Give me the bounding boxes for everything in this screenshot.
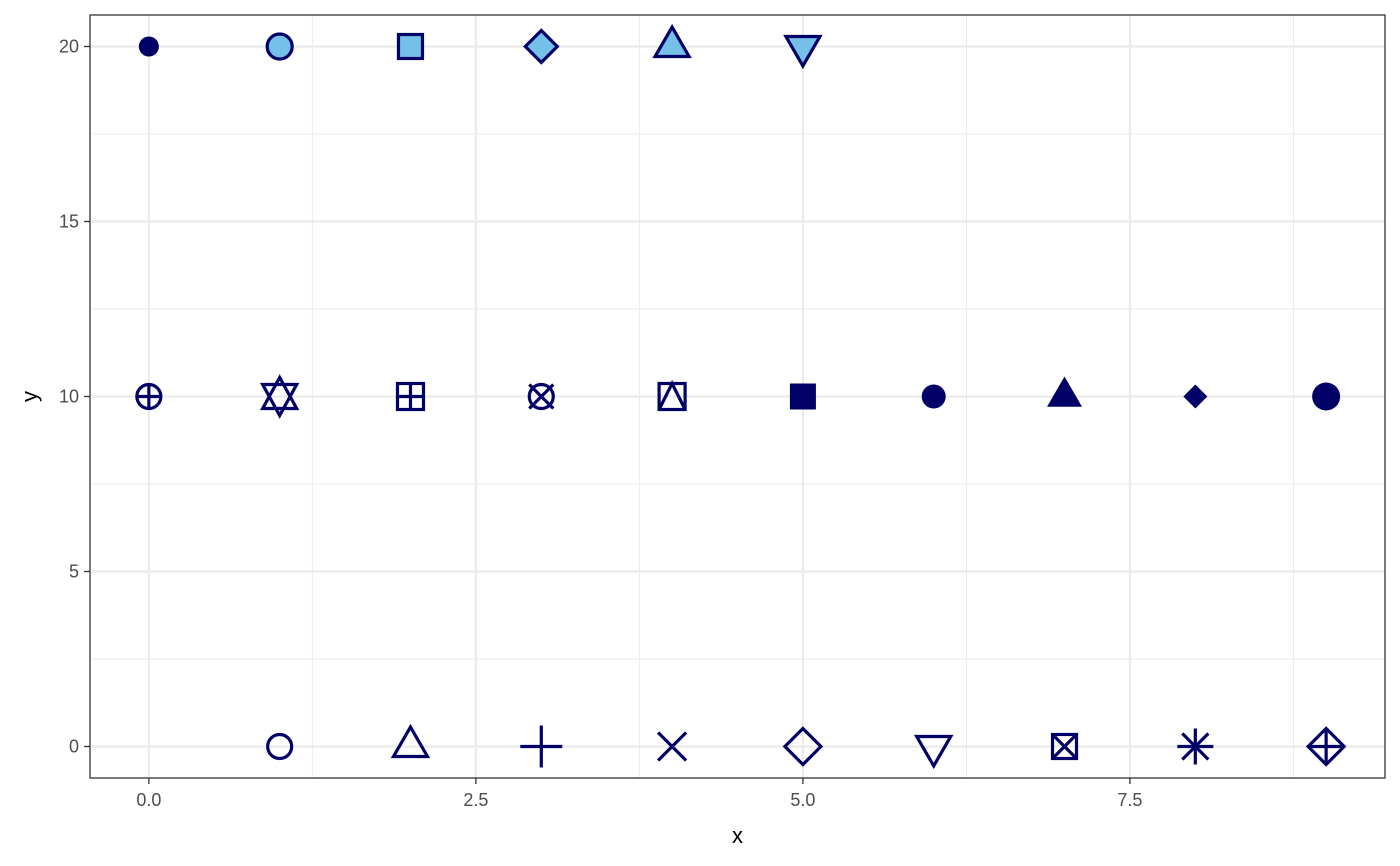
- data-point-shape-1: [266, 732, 294, 761]
- data-point-shape-10: [135, 382, 163, 411]
- minor-gridlines: [90, 15, 1385, 778]
- data-point-shape-17: [1047, 376, 1083, 407]
- data-point-shape-3: [520, 725, 563, 768]
- data-point-shape-7: [1050, 732, 1079, 761]
- x-tick-label: 0.0: [136, 790, 161, 810]
- data-point-shape-20: [138, 36, 159, 57]
- data-point-shape-24: [652, 23, 692, 59]
- y-tick-label: 0: [69, 737, 79, 757]
- data-point-shape-22: [396, 32, 425, 61]
- data-point-shape-18: [1183, 384, 1208, 409]
- y-tick-label: 5: [69, 562, 79, 582]
- data-point-shape-14: [657, 379, 687, 412]
- y-axis-title: y: [17, 391, 42, 402]
- data-point-shape-13: [527, 382, 555, 411]
- data-point-shape-6: [913, 734, 954, 770]
- data-point-shape-2: [390, 723, 431, 759]
- y-tick-label: 15: [59, 212, 79, 232]
- x-tick-label: 2.5: [463, 790, 488, 810]
- x-tick-label: 7.5: [1117, 790, 1142, 810]
- data-points: [135, 23, 1347, 770]
- x-axis: 0.0 2.5 5.0 7.5: [136, 778, 1142, 810]
- major-gridlines: [90, 15, 1385, 778]
- data-point-shape-21: [265, 32, 294, 61]
- data-point-shape-25: [783, 34, 823, 70]
- x-tick-label: 5.0: [790, 790, 815, 810]
- y-axis: 0 5 10 15 20: [59, 37, 90, 757]
- x-axis-title: x: [732, 823, 743, 848]
- data-point-shape-19: [1312, 382, 1341, 411]
- data-point-shape-11: [259, 374, 300, 419]
- data-point-shape-15: [789, 383, 816, 410]
- y-tick-label: 10: [59, 387, 79, 407]
- data-point-shape-5: [782, 726, 824, 767]
- data-point-shape-23: [523, 28, 560, 65]
- data-point-shape-16: [921, 384, 946, 409]
- data-point-shape-9: [1305, 726, 1347, 767]
- y-tick-label: 20: [59, 37, 79, 57]
- data-point-shape-4: [656, 731, 688, 762]
- data-point-shape-8: [1177, 728, 1214, 765]
- data-point-shape-12: [395, 381, 426, 412]
